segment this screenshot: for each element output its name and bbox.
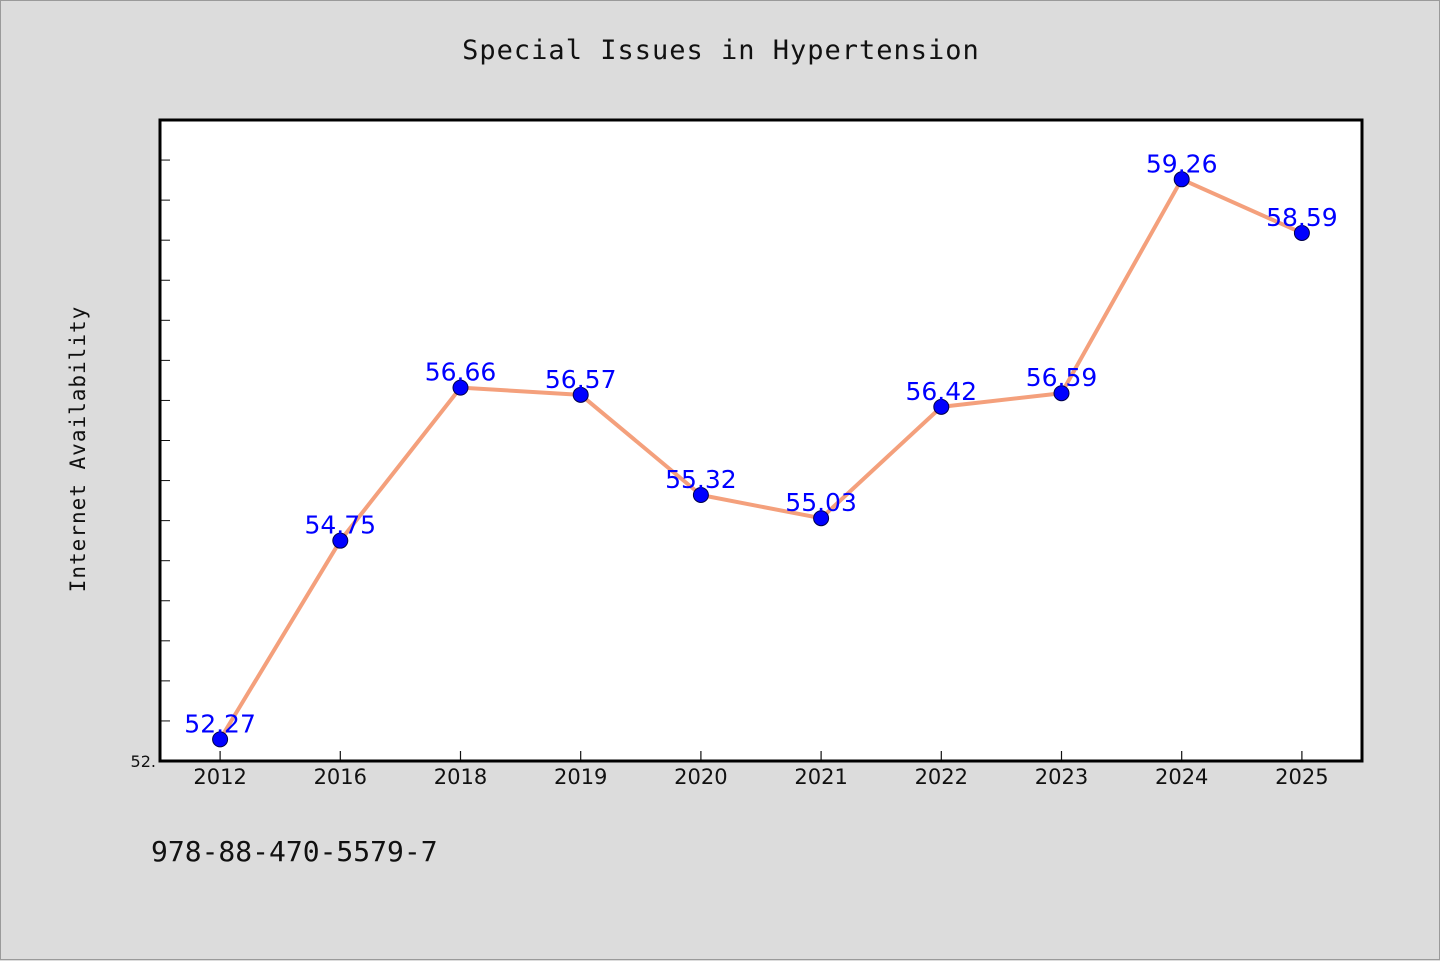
series-line (218, 177, 1304, 742)
data-point (933, 398, 950, 415)
data-label: 54.75 (305, 511, 377, 540)
x-tick-label: 2022 (915, 765, 968, 789)
plot-area (160, 120, 1362, 761)
data-point (1293, 224, 1310, 241)
data-label: 56.42 (906, 377, 978, 406)
x-tick-label: 2023 (1035, 765, 1088, 789)
data-label: 55.03 (785, 488, 857, 517)
x-tick-label: 2018 (434, 765, 487, 789)
data-label: 58.59 (1266, 203, 1338, 232)
data-point (1173, 171, 1190, 188)
data-label: 56.59 (1026, 363, 1098, 392)
data-point (692, 486, 709, 503)
x-tick-label: 2012 (193, 765, 246, 789)
data-point (813, 510, 830, 527)
data-label: 56.57 (545, 365, 617, 394)
data-point (1053, 385, 1070, 402)
data-label: 59.26 (1146, 149, 1218, 178)
data-point (332, 532, 349, 549)
data-label: 56.66 (425, 358, 497, 387)
x-tick-label: 2019 (554, 765, 607, 789)
data-point (572, 386, 589, 403)
x-tick-label: 2025 (1275, 765, 1328, 789)
chart-title: Special Issues in Hypertension (462, 35, 980, 66)
data-label: 55.32 (665, 465, 737, 494)
x-tick-label: 2020 (674, 765, 727, 789)
isbn-footer: 978-88-470-5579-7 (151, 835, 438, 868)
x-tick-label: 2024 (1155, 765, 1208, 789)
x-tick-label: 2016 (314, 765, 367, 789)
x-tick-label: 2021 (794, 765, 847, 789)
data-label: 52.27 (184, 709, 256, 738)
data-point (452, 379, 469, 396)
plot-border (158, 118, 1364, 763)
y-tick-label: 52. (131, 752, 156, 771)
data-point (212, 731, 229, 748)
